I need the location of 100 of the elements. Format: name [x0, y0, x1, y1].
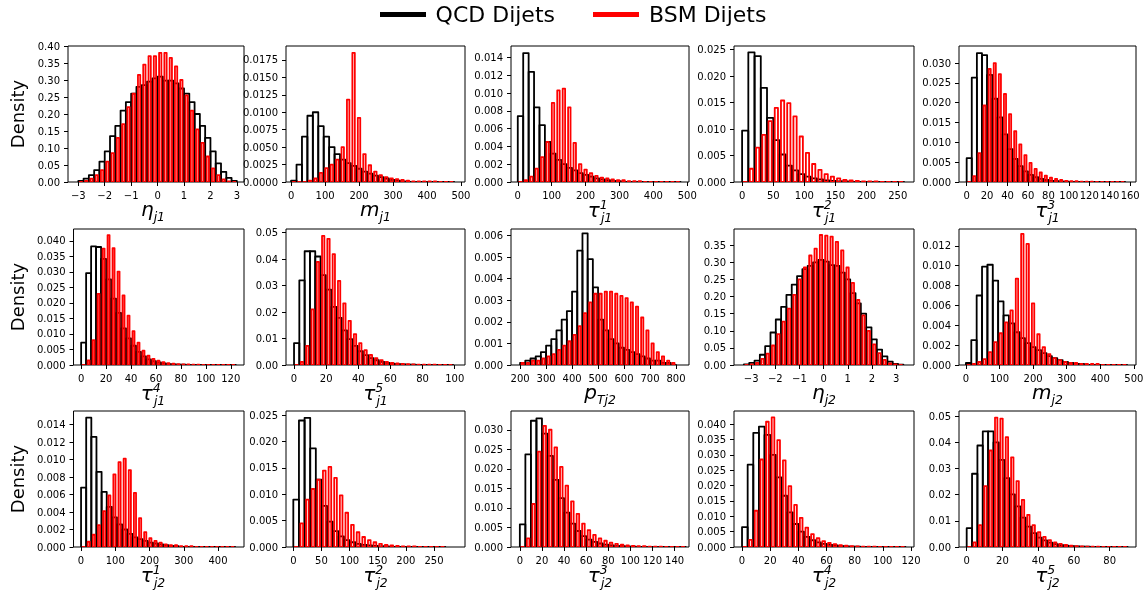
y-tick-label: 0.012: [474, 69, 503, 81]
y-tick-label: 0.04: [928, 436, 951, 448]
x-tick-label: 20: [535, 554, 549, 566]
x-tick-label: 0: [77, 372, 85, 384]
x-tick-label: 60: [1021, 189, 1035, 201]
x-tick-label: 100: [445, 372, 465, 384]
y-tick-label: 0.0175: [243, 54, 278, 66]
legend-label: BSM Dijets: [648, 2, 767, 27]
x-tick-label: 80: [174, 372, 188, 384]
y-tick-label: 0.010: [36, 454, 66, 466]
y-tick-label: 0.002: [922, 339, 951, 351]
x-tick-label: 250: [424, 554, 444, 566]
y-tick-label: 0.030: [697, 449, 726, 461]
y-tick-label: 0.005: [474, 251, 503, 263]
x-tick-label: 100: [873, 554, 893, 566]
y-tick-label: 0.006: [36, 489, 66, 501]
x-tick-label: 20: [980, 189, 994, 201]
x-tick-label: 400: [643, 189, 663, 201]
x-tick-label: 2: [868, 372, 876, 384]
y-tick-label: 0.012: [922, 240, 951, 252]
y-axis-title: Density: [6, 444, 28, 514]
x-tick-label: 200: [1023, 372, 1043, 384]
y-tick-label: 0.030: [922, 57, 951, 69]
y-tick-label: 0.002: [36, 524, 66, 536]
x-tick-label: 120: [901, 554, 921, 566]
y-tick-label: 0.004: [922, 319, 951, 331]
y-tick-label: 0.30: [703, 256, 726, 268]
x-tick-label: 3: [233, 189, 241, 201]
x-tick-label: −1: [123, 189, 139, 201]
y-tick-label: 0.000: [474, 541, 503, 553]
x-tick-label: 120: [1079, 189, 1099, 201]
x-tick-label: 120: [642, 554, 663, 566]
x-tick-label: 200: [139, 554, 160, 566]
y-tick-label: 0.004: [36, 506, 66, 518]
x-tick-label: 0: [514, 189, 521, 201]
x-tick-label: −3: [70, 189, 86, 201]
x-tick-label: 100: [315, 189, 335, 201]
x-tick-label: 300: [609, 189, 630, 201]
x-tick-label: 0: [287, 189, 295, 201]
x-tick-label: −2: [97, 189, 113, 201]
x-tick-label: 40: [124, 372, 138, 384]
y-tick-label: 0.000: [922, 359, 951, 371]
x-tick-label: 400: [417, 189, 437, 201]
x-tick-label: 500: [451, 189, 471, 201]
y-tick-label: 0.02: [255, 306, 278, 318]
x-tick-label: 80: [848, 554, 862, 566]
y-tick-label: 0.015: [249, 462, 278, 474]
x-tick-label: 400: [1090, 372, 1110, 384]
x-tick-label: 300: [1057, 372, 1077, 384]
y-tick-label: 0.000: [697, 541, 726, 553]
y-tick-label: 0.020: [922, 97, 951, 109]
y-tick-label: 0.020: [474, 463, 503, 475]
x-tick-label: 50: [315, 554, 328, 566]
x-tick-label: −1: [792, 372, 807, 384]
y-tick-label: 0.020: [697, 70, 726, 82]
y-tick-label: 0.01: [255, 333, 278, 345]
x-tick-label: 300: [383, 189, 403, 201]
x-tick-label: 500: [588, 372, 608, 384]
y-tick-label: 0.000: [474, 359, 503, 371]
x-tick-label: 300: [174, 554, 194, 566]
y-tick-label: 0.20: [703, 291, 726, 303]
y-tick-label: 0.014: [36, 419, 66, 431]
y-tick-label: 0.025: [249, 409, 278, 421]
y-tick-label: 0.003: [474, 294, 503, 306]
x-tick-label: 0: [738, 189, 746, 201]
legend-label: QCD Dijets: [435, 2, 555, 27]
y-tick-label: 0.025: [36, 281, 66, 293]
y-tick-label: 0.010: [922, 136, 951, 148]
x-tick-label: 20: [763, 554, 777, 566]
x-tick-label: 0: [516, 554, 524, 566]
y-tick-label: 0.010: [36, 328, 66, 340]
y-tick-label: 0.25: [37, 91, 60, 103]
y-tick-label: 0.005: [697, 150, 726, 162]
x-tick-label: 40: [557, 554, 571, 566]
y-tick-label: 0.015: [697, 495, 726, 507]
x-tick-label: 0: [963, 189, 970, 201]
x-tick-label: 80: [1042, 189, 1055, 201]
x-tick-label: 100: [620, 554, 640, 566]
x-tick-label: 0: [738, 554, 746, 566]
x-tick-label: 80: [601, 554, 615, 566]
y-tick-label: 0.05: [37, 159, 60, 171]
y-tick-label: 0.000: [36, 541, 66, 553]
y-tick-label: 0.008: [36, 471, 66, 483]
y-tick-label: 0.0025: [243, 159, 278, 171]
x-tick-label: 140: [1100, 189, 1120, 201]
y-tick-label: 0.010: [922, 260, 951, 272]
y-tick-label: 0.03: [255, 280, 278, 292]
x-tick-label: 250: [888, 189, 908, 201]
y-tick-label: 0.05: [255, 227, 278, 239]
y-tick-label: 0.000: [36, 359, 66, 371]
x-tick-label: 60: [149, 372, 163, 384]
y-tick-label: 0.006: [474, 229, 503, 241]
x-tick-label: 120: [221, 372, 241, 384]
y-tick-label: 0.014: [474, 52, 503, 64]
x-tick-label: 500: [1124, 372, 1144, 384]
y-tick-label: 0.000: [697, 176, 726, 188]
y-tick-label: 0.05: [928, 410, 951, 422]
x-tick-label: 700: [640, 372, 660, 384]
y-tick-label: 0.020: [36, 297, 66, 309]
y-tick-label: 0.0150: [243, 71, 278, 83]
